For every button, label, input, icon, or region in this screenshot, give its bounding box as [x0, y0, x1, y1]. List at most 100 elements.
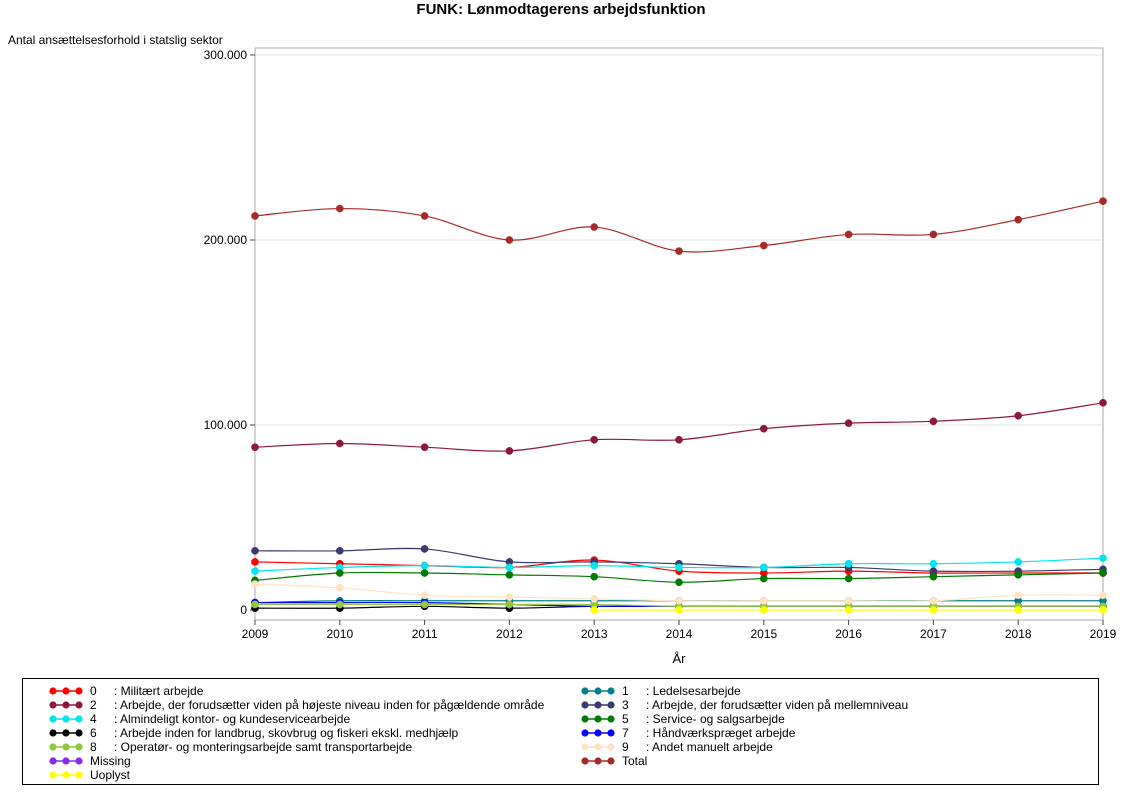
legend-item-7: 7 : Håndværkspræget arbejde — [580, 726, 1080, 740]
legend-code: 2 — [90, 698, 97, 712]
data-point — [844, 606, 853, 614]
data-point — [251, 567, 259, 576]
legend-swatch — [49, 701, 83, 709]
data-point — [1099, 606, 1107, 614]
legend-item-uoplyst: Uoplyst — [48, 768, 548, 782]
legend-item-6: 6 : Arbejde inden for landbrug, skovbrug … — [48, 726, 548, 740]
legend-swatch — [581, 757, 615, 765]
legend-label: : Arbejde, der forudsætter viden på høje… — [114, 698, 545, 712]
series-line — [254, 200, 1104, 253]
x-tick-label: 2013 — [581, 627, 608, 641]
data-point — [929, 417, 938, 426]
legend-swatch — [49, 687, 83, 695]
data-point — [505, 600, 514, 609]
data-point — [1099, 554, 1107, 563]
data-point — [420, 561, 429, 570]
data-point — [505, 593, 514, 601]
x-tick-label: 2014 — [666, 627, 693, 641]
legend-item-5: 5: Service- og salgsarbejde — [580, 712, 1080, 726]
series-uoplyst — [590, 606, 1107, 614]
legend-item-4: 4: Almindeligt kontor- og kundeservicear… — [48, 712, 548, 726]
data-point — [420, 545, 429, 553]
legend-label: : Arbejde inden for landbrug, skovbrug o… — [114, 726, 459, 740]
legend-label: : Håndværkspræget arbejde — [646, 726, 796, 740]
data-point — [759, 424, 768, 433]
x-tick-label: 2009 — [242, 627, 269, 641]
x-tick-label: 2019 — [1090, 627, 1117, 641]
data-point — [251, 558, 259, 566]
legend-swatch — [581, 743, 615, 751]
x-tick-label: 2012 — [496, 627, 523, 641]
y-tick-label: 200.000 — [204, 233, 248, 247]
data-point — [335, 546, 344, 555]
data-point — [251, 580, 259, 588]
legend-item-1: 1: Ledelsesarbejde — [580, 684, 1080, 698]
x-tick-label: 2016 — [835, 627, 862, 641]
data-point — [335, 439, 344, 448]
data-point — [420, 591, 429, 600]
legend-label: : Militært arbejde — [114, 684, 204, 698]
data-point — [844, 230, 853, 239]
legend-code: 9 — [622, 740, 629, 754]
legend-code: 6 — [90, 726, 97, 740]
legend-label: Total — [622, 754, 648, 768]
legend-label: : Operatør- og monteringsarbejde samt tr… — [114, 740, 413, 754]
legend-item-8: 8 : Operatør- og monteringsarbejde samt t… — [48, 740, 548, 754]
data-point — [675, 435, 683, 444]
data-point — [929, 230, 938, 239]
data-point — [675, 247, 683, 255]
data-point — [590, 223, 599, 231]
x-tick-label: 2015 — [750, 627, 777, 641]
legend-item-total: Total — [580, 754, 1080, 768]
x-tick-label: 2011 — [412, 627, 438, 641]
data-point — [590, 572, 599, 581]
series-line — [254, 402, 1104, 452]
legend-label: Missing — [90, 754, 131, 768]
legend-item-2: 2 : Arbejde, der forudsætter viden på høj… — [48, 698, 548, 712]
chart-title: FUNK: Lønmodtagerens arbejdsfunktion — [416, 1, 706, 18]
legend-swatch — [49, 729, 83, 737]
data-point — [590, 435, 599, 444]
data-point — [420, 569, 429, 577]
legend-code: 7 — [622, 726, 629, 740]
series-4 — [251, 554, 1107, 576]
legend-label: Uoplyst — [90, 768, 131, 782]
data-point — [590, 595, 599, 603]
data-point — [844, 574, 853, 583]
data-point — [251, 212, 259, 220]
data-point — [1014, 571, 1023, 579]
data-point — [590, 606, 599, 614]
data-point — [1099, 197, 1107, 205]
data-point — [335, 600, 344, 609]
data-point — [1099, 398, 1107, 407]
data-point — [1014, 215, 1023, 224]
x-tick-label: 2018 — [1005, 627, 1032, 641]
data-point — [335, 204, 344, 213]
series-total — [251, 197, 1107, 255]
data-point — [505, 236, 514, 244]
data-point — [759, 596, 768, 605]
data-point — [1014, 606, 1023, 614]
data-point — [675, 606, 683, 614]
y-tick-label: 0 — [240, 603, 247, 617]
data-point — [759, 574, 768, 583]
data-point — [251, 443, 259, 452]
series-9 — [251, 580, 1107, 605]
data-point — [929, 559, 938, 568]
legend-code: 8 — [90, 740, 97, 754]
data-point — [1099, 569, 1107, 577]
data-point — [759, 563, 768, 572]
data-point — [1014, 411, 1023, 420]
legend-code: 4 — [90, 712, 97, 726]
data-point — [759, 606, 768, 614]
y-tick-label: 300.000 — [204, 48, 248, 62]
series-2 — [251, 398, 1107, 455]
data-point — [335, 583, 344, 592]
series-5 — [251, 569, 1107, 587]
data-point — [675, 596, 683, 605]
legend-swatch — [581, 729, 615, 737]
y-tick-label: 100.000 — [204, 418, 248, 432]
legend-item-9: 9: Andet manuelt arbejde — [580, 740, 1080, 754]
legend-label: : Arbejde, der forudsætter viden på mell… — [646, 698, 909, 712]
data-point — [251, 546, 259, 555]
